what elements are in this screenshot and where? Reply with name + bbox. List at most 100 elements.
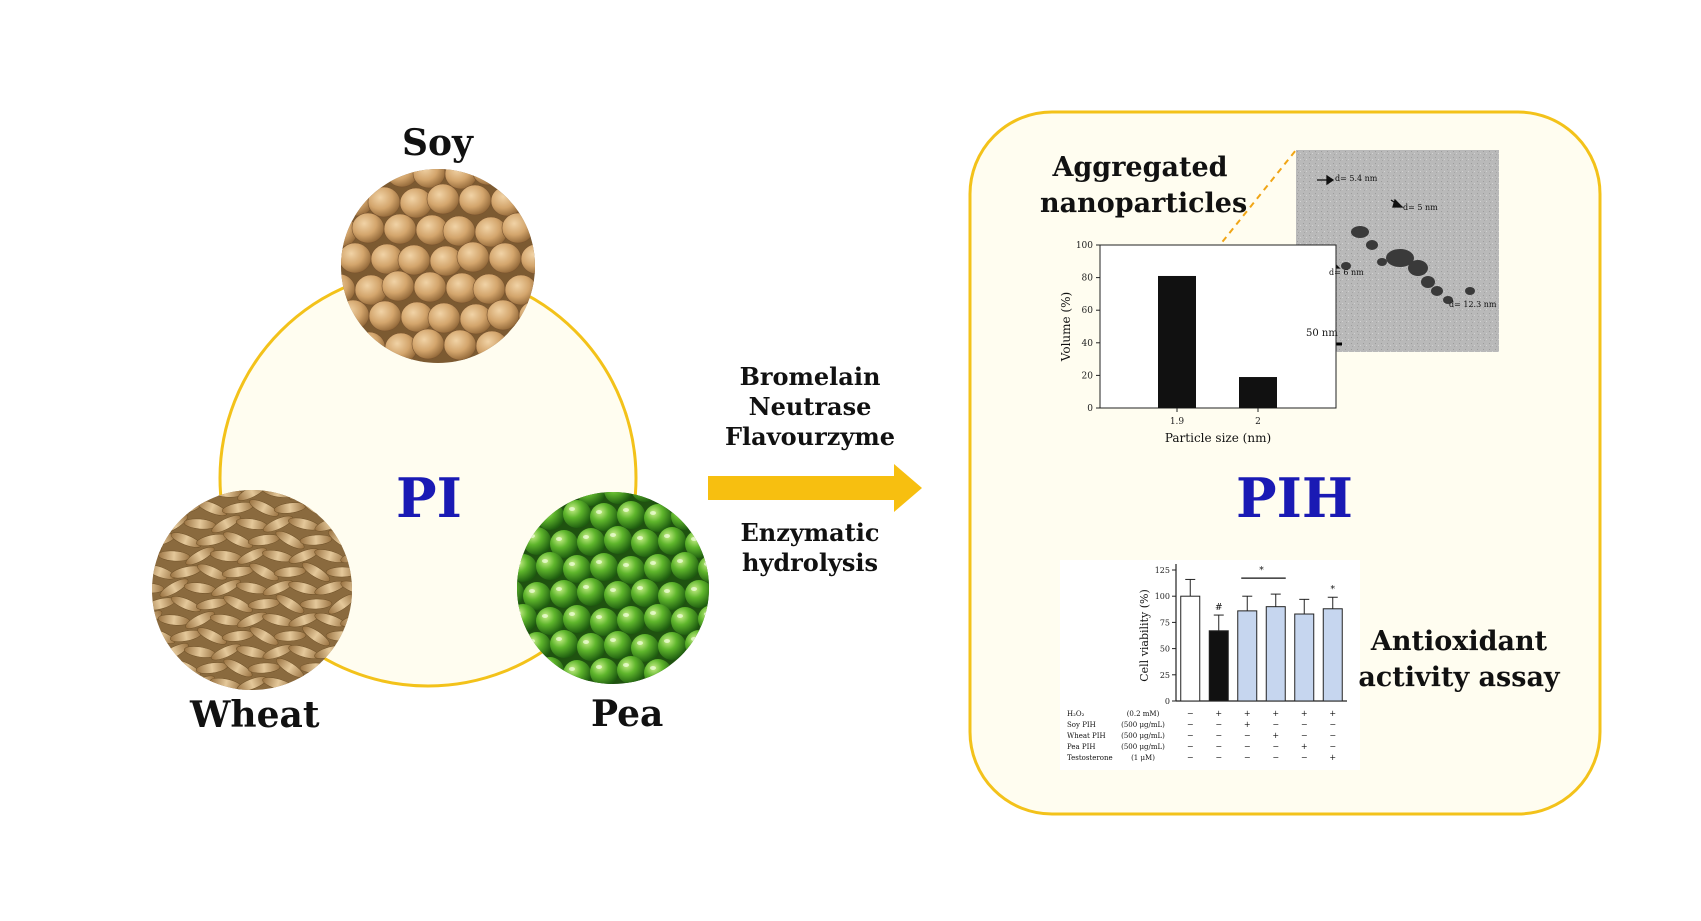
y-tick-label: 20 <box>1082 371 1094 381</box>
wheat-grain <box>340 580 352 596</box>
method-label: Enzymatic hydrolysis <box>720 518 900 578</box>
pea-highlight <box>677 509 683 513</box>
soybean <box>442 215 476 247</box>
wheat-grain <box>237 490 267 501</box>
soybean <box>368 300 402 332</box>
soybean <box>381 270 415 302</box>
nanoparticles-label: Aggregated nanoparticles <box>1040 150 1247 222</box>
wheat-grain <box>185 546 215 566</box>
treatment-sign: − <box>1244 731 1251 740</box>
soybean <box>488 242 522 274</box>
pea-highlight <box>677 664 683 668</box>
treatment-sign: + <box>1244 720 1251 729</box>
pea <box>631 579 659 607</box>
pea-highlight <box>556 587 562 591</box>
enzyme-flavourzyme: Flavourzyme <box>725 422 895 451</box>
wheat-grain <box>223 531 253 549</box>
pea-highlight <box>623 663 629 667</box>
enzyme-bromelain: Bromelain <box>739 362 881 391</box>
treatment-sign: + <box>1329 709 1336 718</box>
treatment-label: Soy PIH <box>1067 721 1096 729</box>
size-bar <box>1158 275 1196 408</box>
treatment-sign: − <box>1187 720 1194 729</box>
soybean <box>427 302 461 334</box>
x-axis-label: Particle size (nm) <box>1165 431 1271 445</box>
plot-frame <box>1099 244 1337 409</box>
pea-highlight <box>677 559 683 563</box>
soybean <box>443 329 477 361</box>
y-tick-label: 0 <box>1165 697 1170 706</box>
antioxidant-line-2: activity assay <box>1358 662 1560 693</box>
pea-highlight <box>704 562 709 566</box>
pea-highlight <box>704 667 709 671</box>
wheat-grain <box>299 598 333 610</box>
viability-bar <box>1265 606 1286 702</box>
treatment-sign: − <box>1215 742 1222 751</box>
pea-highlight <box>691 587 697 591</box>
wheat-grain <box>237 547 267 565</box>
wheat-grain <box>249 499 279 517</box>
pea-highlight <box>691 482 697 486</box>
pea-highlight <box>569 562 575 566</box>
pea-highlight <box>610 638 616 642</box>
treatment-label: Testosterone <box>1067 754 1113 762</box>
y-tick-label: 50 <box>1160 645 1170 654</box>
y-tick-label: 40 <box>1082 339 1094 349</box>
pea-highlight <box>610 588 616 592</box>
viability-bar <box>1208 630 1229 702</box>
pea <box>658 582 686 610</box>
pea-highlight <box>529 589 535 593</box>
wheat-grain <box>302 625 330 647</box>
pea-highlight <box>596 510 602 514</box>
pea-highlight <box>650 611 656 615</box>
pea <box>685 580 709 608</box>
soybean <box>472 273 506 305</box>
pea-highlight <box>556 537 562 541</box>
pea-highlight <box>569 507 575 511</box>
pea <box>577 578 605 606</box>
wheat-grain <box>196 563 228 581</box>
pea-highlight <box>704 612 709 616</box>
wheat-grain <box>152 674 163 690</box>
pea <box>631 634 659 662</box>
pea <box>671 552 699 580</box>
soybean <box>426 183 460 215</box>
soybean <box>520 243 535 275</box>
pea-highlight <box>664 589 670 593</box>
wheat-grain <box>275 594 305 614</box>
soybean <box>429 245 463 277</box>
pea-highlight <box>623 508 629 512</box>
pea <box>563 555 591 583</box>
y-axis-label: Volume (%) <box>1059 292 1073 362</box>
wheat-grain <box>301 562 331 582</box>
pea-highlight <box>583 640 589 644</box>
treatment-sign: − <box>1272 742 1279 751</box>
treatment-sign: − <box>1301 731 1308 740</box>
pea-highlight <box>691 637 697 641</box>
wheat-grain <box>185 611 215 629</box>
wheat-grain <box>328 593 352 615</box>
soybean <box>503 169 535 187</box>
y-tick-label: 25 <box>1160 671 1170 680</box>
tem-annotation-1: d= 5.4 nm <box>1335 174 1378 183</box>
pea-label: Pea <box>591 693 664 735</box>
pea <box>698 660 709 684</box>
wheat-grain <box>247 662 281 674</box>
wheat-grain <box>143 689 176 711</box>
pea-highlight <box>596 665 602 669</box>
soybean <box>456 241 490 273</box>
treatment-sign: − <box>1329 731 1336 740</box>
wheat-grain <box>152 646 165 658</box>
viability-bar <box>1322 608 1343 702</box>
treatment-sign: − <box>1187 742 1194 751</box>
pea <box>604 492 632 504</box>
pea-highlight <box>542 614 548 618</box>
tem-scale-label: 50 nm <box>1306 328 1338 339</box>
soybean <box>341 169 355 186</box>
y-tick-label: 60 <box>1082 306 1094 316</box>
pea-highlight <box>569 667 575 671</box>
soybean <box>458 184 492 216</box>
pea-highlight <box>637 481 643 485</box>
treatment-label: Pea PIH <box>1067 743 1096 751</box>
